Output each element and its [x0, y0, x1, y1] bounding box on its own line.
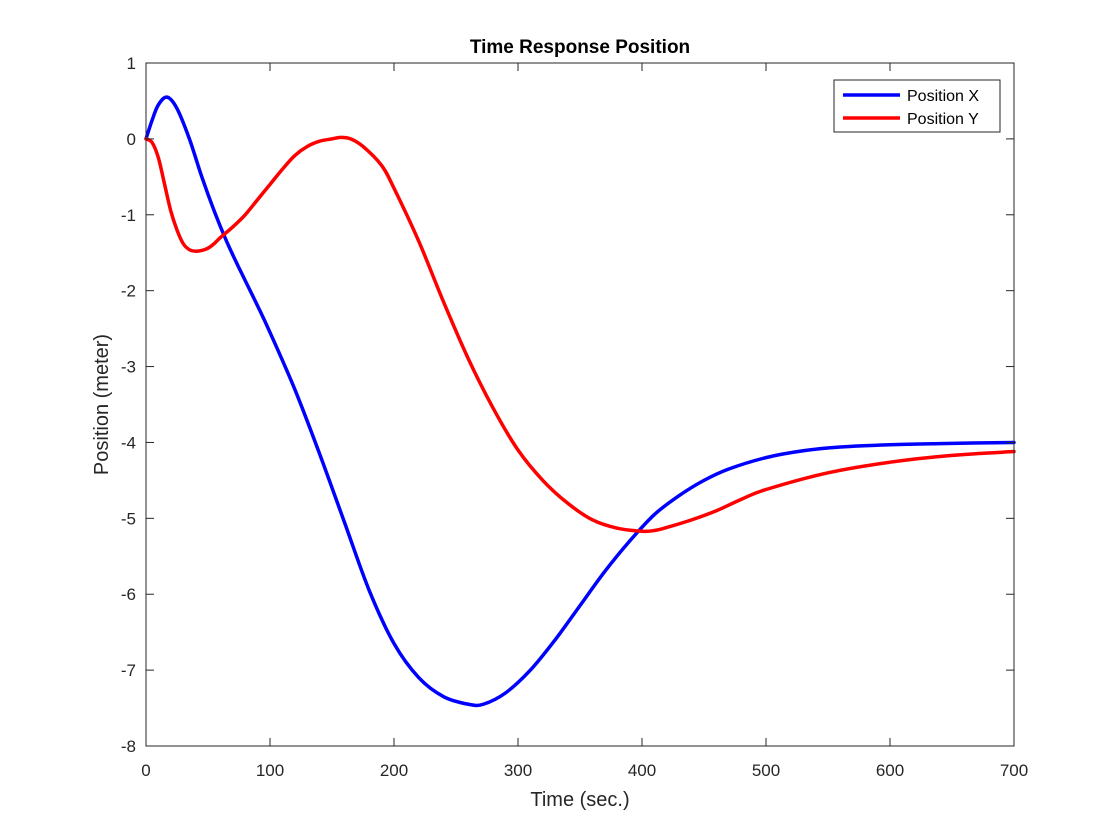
x-tick-label: 0 [141, 761, 150, 780]
y-tick-label: -4 [121, 433, 136, 452]
series-line-position-x [144, 95, 1016, 708]
y-tick-label: -3 [121, 358, 136, 377]
x-tick-label: 100 [256, 761, 284, 780]
y-tick-label: -5 [121, 509, 136, 528]
chart-title: Time Response Position [470, 37, 690, 58]
legend-label: Position Y [907, 111, 979, 128]
plot-area [146, 63, 1014, 746]
y-tick-label: -6 [121, 585, 136, 604]
axes-frame [145, 62, 1015, 747]
x-tick-label: 600 [876, 761, 904, 780]
series-layer [144, 95, 1016, 708]
y-tick-label: -7 [121, 661, 136, 680]
x-tick-label: 700 [1000, 761, 1028, 780]
y-tick-label: -8 [121, 737, 136, 756]
y-tick-label: -1 [121, 206, 136, 225]
ticks-layer: 0 100 200 300 400 500 600 700 1 0 -1 -2 -3 -4 -5 -6 -7 -8 [121, 54, 1028, 780]
legend-label: Position X [907, 88, 979, 105]
x-tick-label: 400 [628, 761, 656, 780]
legend-box [833, 79, 1001, 133]
y-tick-label: 0 [127, 130, 136, 149]
y-axis-label: Position (meter) [91, 334, 113, 475]
x-tick-label: 500 [752, 761, 780, 780]
legend: Position X Position Y [833, 79, 1001, 133]
x-axis-label: Time (sec.) [530, 789, 629, 811]
y-tick-label: 1 [127, 54, 136, 73]
x-tick-label: 300 [504, 761, 532, 780]
y-tick-label: -2 [121, 282, 136, 301]
x-tick-label: 200 [380, 761, 408, 780]
series-line-position-y [144, 135, 1016, 534]
